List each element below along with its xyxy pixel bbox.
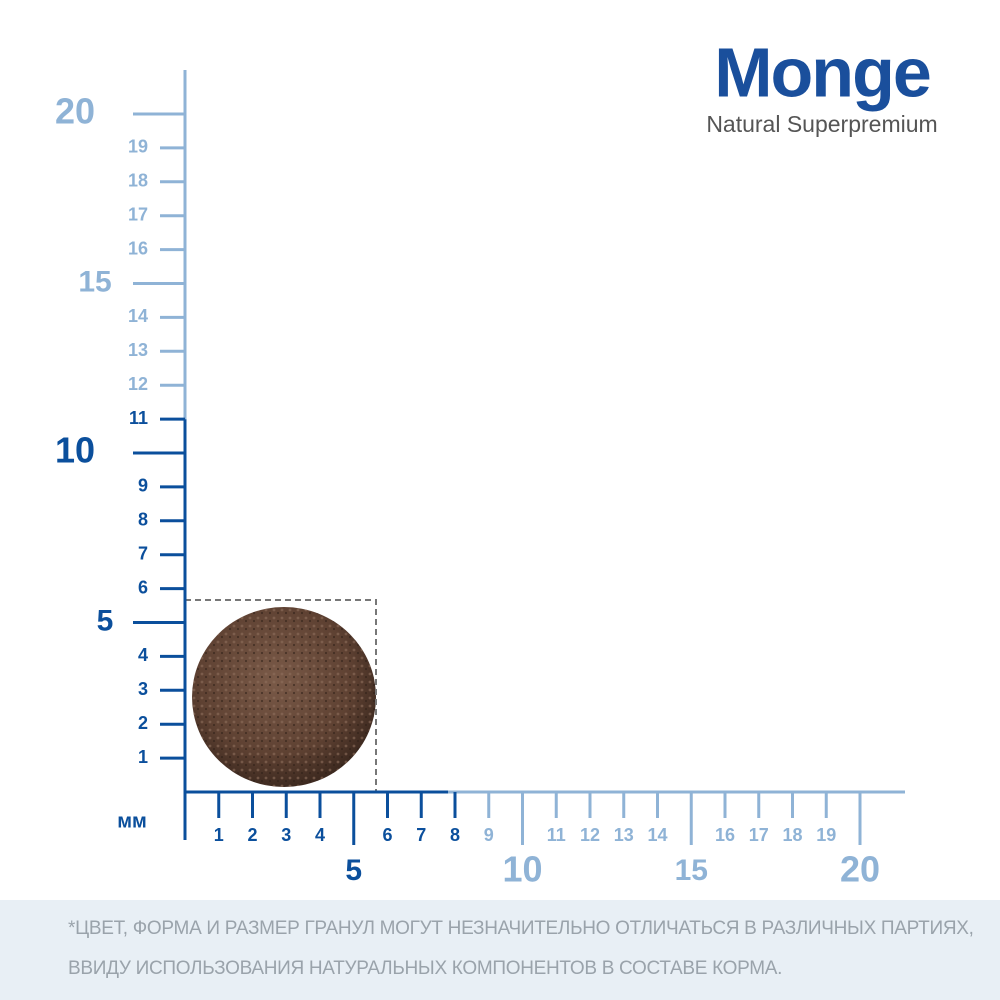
x-tick-label: 14 bbox=[647, 825, 667, 845]
x-major-label: 15 bbox=[675, 854, 708, 887]
x-major-label: 10 bbox=[502, 849, 542, 890]
x-tick-label: 16 bbox=[715, 825, 735, 845]
y-tick-label: 17 bbox=[128, 204, 148, 224]
x-major-label: 20 bbox=[840, 849, 880, 890]
y-tick-label: 12 bbox=[128, 374, 148, 394]
x-tick-label: 6 bbox=[382, 825, 392, 845]
size-box bbox=[185, 599, 377, 792]
x-tick-label: 13 bbox=[614, 825, 634, 845]
x-tick-label: 8 bbox=[450, 825, 460, 845]
y-tick-label: 19 bbox=[128, 137, 148, 157]
y-tick-label: 7 bbox=[138, 543, 148, 563]
y-tick-label: 9 bbox=[138, 476, 148, 496]
logo-tagline: Natural Superpremium bbox=[706, 111, 937, 137]
x-tick-label: 4 bbox=[315, 825, 325, 845]
x-tick-label: 17 bbox=[749, 825, 769, 845]
x-tick-label: 9 bbox=[484, 825, 494, 845]
footnote-line: *ЦВЕТ, ФОРМА И РАЗМЕР ГРАНУЛ МОГУТ НЕЗНА… bbox=[68, 918, 974, 939]
x-tick-label: 1 bbox=[214, 825, 224, 845]
y-major-label: 15 bbox=[78, 265, 111, 298]
x-tick-label: 18 bbox=[782, 825, 802, 845]
footnote: *ЦВЕТ, ФОРМА И РАЗМЕР ГРАНУЛ МОГУТ НЕЗНА… bbox=[0, 900, 1000, 1000]
y-tick-label: 8 bbox=[138, 510, 148, 530]
kibble-texture bbox=[192, 607, 376, 787]
footnote-line: ВВИДУ ИСПОЛЬЗОВАНИЯ НАТУРАЛЬНЫХ КОМПОНЕН… bbox=[68, 958, 783, 979]
x-tick-label: 3 bbox=[281, 825, 291, 845]
y-tick-label: 4 bbox=[138, 645, 148, 665]
x-major-label: 5 bbox=[345, 854, 362, 887]
y-tick-label: 2 bbox=[138, 713, 148, 733]
y-tick-label: 11 bbox=[129, 408, 148, 428]
y-tick-label: 1 bbox=[138, 747, 148, 767]
x-tick-label: 7 bbox=[416, 825, 426, 845]
ruler: Monge Natural Superpremium мм 1234678911… bbox=[55, 33, 938, 890]
y-tick-label: 14 bbox=[128, 306, 148, 326]
y-major-label: 10 bbox=[55, 430, 95, 471]
logo-brand: Monge bbox=[714, 33, 930, 111]
unit-label: мм bbox=[117, 810, 147, 832]
y-tick-label: 18 bbox=[128, 171, 148, 191]
y-major-label: 5 bbox=[97, 604, 114, 637]
y-tick-label: 6 bbox=[138, 577, 148, 597]
x-tick-label: 11 bbox=[547, 825, 566, 845]
x-tick-label: 2 bbox=[247, 825, 257, 845]
y-tick-label: 3 bbox=[138, 679, 148, 699]
y-tick-label: 13 bbox=[128, 340, 148, 360]
x-tick-label: 19 bbox=[816, 825, 836, 845]
x-tick-label: 12 bbox=[580, 825, 600, 845]
y-tick-label: 16 bbox=[128, 238, 148, 258]
y-major-label: 20 bbox=[55, 91, 95, 132]
